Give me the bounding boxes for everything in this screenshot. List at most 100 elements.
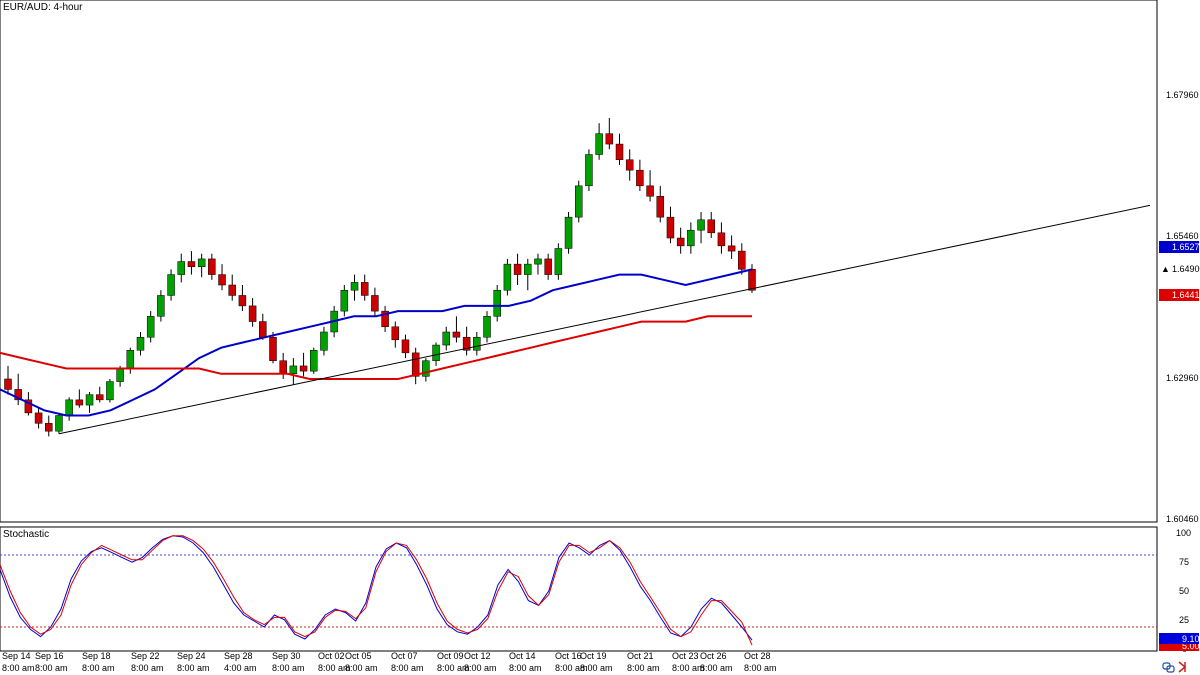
candle: [350, 274, 359, 301]
trendline: [58, 204, 1151, 435]
stoch-tick-label: 100: [1176, 528, 1191, 538]
candle-body: [483, 316, 491, 338]
stoch-red-tag-bg: [1159, 641, 1199, 651]
candle: [177, 253, 186, 283]
candle: [646, 170, 654, 202]
price-tick-label: 1.62960: [1166, 373, 1199, 383]
candle: [738, 243, 746, 275]
x-tick-date: Sep 22: [131, 651, 160, 661]
candle-body: [157, 295, 165, 317]
x-tick-time: 8:00 am: [2, 663, 35, 673]
candle: [401, 334, 410, 359]
candle: [503, 258, 512, 296]
candle: [595, 123, 603, 160]
stochastic-k-line: [0, 535, 753, 641]
link-icon[interactable]: [1162, 662, 1175, 673]
candle: [636, 159, 644, 192]
candle: [462, 326, 471, 356]
stochastic-d-line: [0, 535, 753, 646]
current-price-arrow-icon: ▲: [1161, 264, 1170, 274]
price-panel-frame: [0, 0, 1158, 523]
candle-body: [646, 185, 654, 197]
stoch-tick-label: 50: [1179, 586, 1189, 596]
stoch-blue-value-tag: 9.10: [1159, 633, 1200, 644]
candle: [615, 133, 624, 165]
candle: [157, 290, 165, 322]
candle: [564, 211, 573, 254]
candle-body: [422, 360, 430, 377]
candle-body: [585, 154, 593, 187]
candle: [574, 180, 583, 223]
x-tick-time: 4:00 am: [224, 663, 257, 673]
candle-body: [534, 258, 542, 265]
candle-body: [371, 295, 379, 312]
x-tick-time: 8:00 am: [131, 663, 164, 673]
candle-body: [676, 237, 685, 247]
candle-body: [146, 316, 155, 338]
candle: [269, 331, 277, 364]
arrow-right-icon[interactable]: [1178, 661, 1187, 673]
candle: [452, 316, 461, 343]
ma-blue-tag-label: 1.65277: [1172, 242, 1200, 252]
candle-body: [564, 216, 573, 249]
candle: [656, 185, 665, 223]
candle: [554, 243, 563, 280]
candle-body: [65, 399, 73, 416]
candle-body: [595, 133, 603, 155]
candle: [524, 258, 532, 291]
x-tick-date: Oct 28: [744, 651, 771, 661]
candle: [432, 342, 440, 366]
candle-body: [279, 360, 287, 375]
candle: [483, 311, 491, 343]
candle: [55, 412, 63, 434]
candle: [697, 211, 705, 244]
candle: [717, 222, 726, 254]
candle: [228, 274, 236, 301]
candle-body: [381, 310, 389, 328]
candle-body: [228, 284, 236, 296]
candle: [442, 326, 450, 351]
candle: [544, 253, 552, 280]
candle-body: [350, 282, 359, 291]
x-tick-date: Oct 26: [700, 651, 727, 661]
x-tick-date: Oct 23: [672, 651, 699, 661]
candle-body: [218, 274, 226, 286]
candle-body: [24, 399, 33, 414]
chart-title: EUR/AUD: 4-hour: [3, 2, 83, 13]
candle: [218, 264, 226, 291]
candle-body: [625, 159, 634, 171]
candle: [727, 235, 736, 259]
candle: [45, 415, 53, 437]
candle: [748, 264, 756, 293]
x-tick-time: 8:00 am: [627, 663, 660, 673]
candle: [310, 347, 318, 374]
candle-body: [136, 336, 145, 351]
candle: [371, 287, 379, 317]
candle: [85, 392, 94, 413]
candle: [320, 326, 328, 356]
current-price-label: 1.64900: [1172, 264, 1200, 274]
candle-body: [748, 269, 756, 291]
candle-body: [401, 339, 410, 354]
stoch-red-value-tag: 5.00: [1159, 641, 1200, 651]
candle: [197, 253, 206, 278]
candle-body: [289, 365, 298, 375]
candle-body: [34, 412, 43, 424]
candle-body: [707, 219, 715, 234]
candle: [146, 311, 155, 343]
candle-body: [493, 289, 501, 317]
candle-body: [656, 196, 665, 218]
candle: [238, 285, 247, 312]
candle-body: [320, 331, 328, 351]
candle: [289, 358, 298, 385]
x-tick-time: 8:00 am: [509, 663, 542, 673]
candle-body: [187, 261, 196, 267]
x-tick-date: Oct 12: [464, 651, 491, 661]
candle-body: [126, 350, 135, 369]
candle: [187, 251, 196, 275]
candle-body: [238, 295, 247, 307]
candle-body: [208, 258, 216, 275]
x-tick-time: 8:00 am: [555, 663, 588, 673]
